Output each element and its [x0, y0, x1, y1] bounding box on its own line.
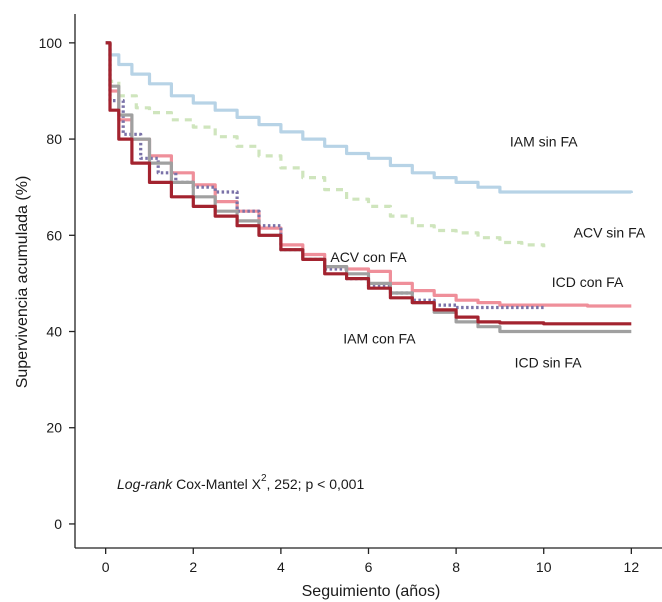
annotation-text: Cox-Mantel X	[172, 476, 261, 492]
annotation-rest: , 252; p < 0,001	[267, 476, 365, 492]
series-labels: IAM sin FA ACV sin FA ACV con FA ICD con FA…	[330, 133, 646, 370]
series-lines	[105, 41, 633, 334]
y-tick-label: 60	[46, 227, 62, 243]
y-tick-label: 0	[54, 516, 62, 532]
x-tick-label: 6	[365, 559, 373, 575]
x-tick-label: 8	[452, 559, 460, 575]
series-label-icd-sin-fa: ICD sin FA	[515, 355, 583, 371]
x-tick-label: 10	[536, 559, 552, 575]
x-axis-title: Seguimiento (años)	[302, 583, 441, 600]
annotation-italic: Log-rank	[117, 476, 173, 492]
series-label-acv-sin-fa: ACV sin FA	[574, 225, 646, 241]
x-tick-label: 0	[102, 559, 110, 575]
y-tick-label: 20	[46, 420, 62, 436]
series-line-iam-sin-fa	[105, 41, 633, 194]
series-label-acv-con-fa: ACV con FA	[330, 249, 407, 265]
x-tick-label: 12	[624, 559, 640, 575]
x-tick-label: 2	[189, 559, 197, 575]
series-line-acv-sin-fa	[105, 41, 546, 248]
annotation-superscript: 2	[261, 473, 267, 484]
y-tick-label: 80	[46, 131, 62, 147]
x-ticks: 0 2 4 6 8 10 12	[102, 548, 640, 575]
series-line-iam-con-fa	[105, 41, 632, 326]
x-tick-label: 4	[277, 559, 285, 575]
y-tick-label: 100	[39, 35, 63, 51]
y-axis-title: Supervivencia acumulada (%)	[14, 176, 31, 389]
axes: 0 20 40 60 80 100 0 2 4 6 8 10 12	[39, 14, 662, 575]
log-rank-annotation: Log-rank Cox-Mantel X2, 252; p < 0,001	[117, 473, 364, 492]
series-label-icd-con-fa: ICD con FA	[552, 274, 624, 290]
series-label-iam-con-fa: IAM con FA	[343, 331, 416, 347]
y-tick-label: 40	[46, 324, 62, 340]
series-line-acv-con-fa	[105, 41, 632, 308]
y-ticks: 0 20 40 60 80 100	[39, 35, 75, 532]
series-label-iam-sin-fa: IAM sin FA	[510, 133, 578, 149]
